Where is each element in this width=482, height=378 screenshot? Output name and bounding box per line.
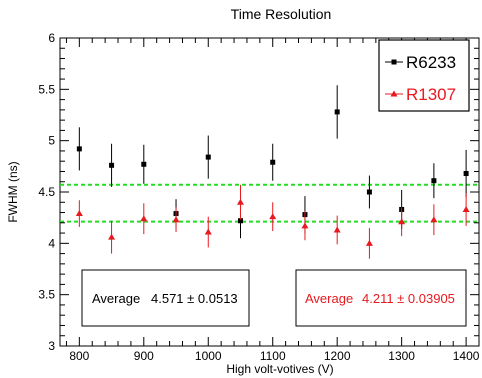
x-tick-label: 1300: [388, 349, 415, 363]
average-label-r1307: Average: [305, 291, 353, 306]
y-tick-label: 6: [48, 31, 55, 45]
x-tick-label: 1100: [260, 349, 286, 363]
x-tick-label: 1000: [195, 349, 222, 363]
y-tick-label: 3.5: [38, 288, 55, 302]
y-tick-label: 4.5: [38, 185, 55, 199]
series-layer: [75, 85, 470, 259]
y-tick-label: 5.5: [38, 82, 55, 96]
data-point-r1307: [398, 218, 406, 225]
y-tick-label: 5: [48, 134, 55, 148]
data-point-r6233: [76, 146, 82, 152]
y-tick-label: 4: [48, 236, 55, 250]
average-value-r1307: 4.211 ± 0.03905: [362, 291, 455, 306]
legend-label-r6233: R6233: [406, 53, 456, 72]
data-point-r1307: [108, 233, 116, 240]
average-box-r1307: Average 4.211 ± 0.03905: [295, 269, 467, 327]
x-tick-label: 1400: [453, 349, 480, 363]
average-box-r1307-frame: [295, 269, 467, 327]
data-point-r6233: [237, 218, 243, 224]
average-box-r6233: Average 4.571 ± 0.0513: [81, 269, 250, 327]
legend-marker-r6233: [391, 59, 397, 65]
data-point-r6233: [205, 154, 211, 160]
data-point-r1307: [430, 216, 438, 223]
y-tick-label: 3: [48, 339, 55, 353]
legend-marker-r1307: [390, 90, 398, 97]
y-axis-label: FWHM (ns): [6, 161, 20, 222]
data-point-r6233: [431, 178, 437, 184]
average-label-r6233: Average: [92, 291, 140, 306]
data-point-r1307: [301, 222, 309, 229]
x-tick-label: 1200: [324, 349, 351, 363]
legend: R6233 R1307: [378, 39, 470, 112]
data-point-r6233: [334, 109, 340, 115]
data-point-r6233: [270, 159, 276, 165]
data-point-r6233: [366, 189, 372, 195]
data-point-r6233: [109, 162, 115, 168]
reference-lines: [60, 183, 479, 223]
data-point-r1307: [236, 198, 244, 205]
data-point-r6233: [141, 161, 147, 167]
average-value-r6233: 4.571 ± 0.0513: [151, 291, 238, 306]
average-box-r6233-frame: [81, 269, 250, 327]
data-point-r1307: [462, 205, 470, 212]
data-point-r1307: [172, 216, 180, 223]
data-point-r1307: [75, 210, 83, 217]
x-axis-label: High volt-votives (V): [226, 362, 333, 376]
data-point-r1307: [140, 215, 148, 222]
legend-label-r1307: R1307: [406, 85, 456, 104]
legend-box: [378, 39, 470, 112]
data-point-r1307: [269, 213, 277, 220]
x-tick-label: 900: [134, 349, 154, 363]
chart-title: Time Resolution: [231, 6, 332, 22]
data-point-r1307: [333, 226, 341, 233]
data-point-r1307: [365, 239, 373, 246]
data-point-r6233: [463, 171, 469, 177]
x-tick-label: 800: [69, 349, 89, 363]
data-point-r1307: [204, 228, 212, 235]
